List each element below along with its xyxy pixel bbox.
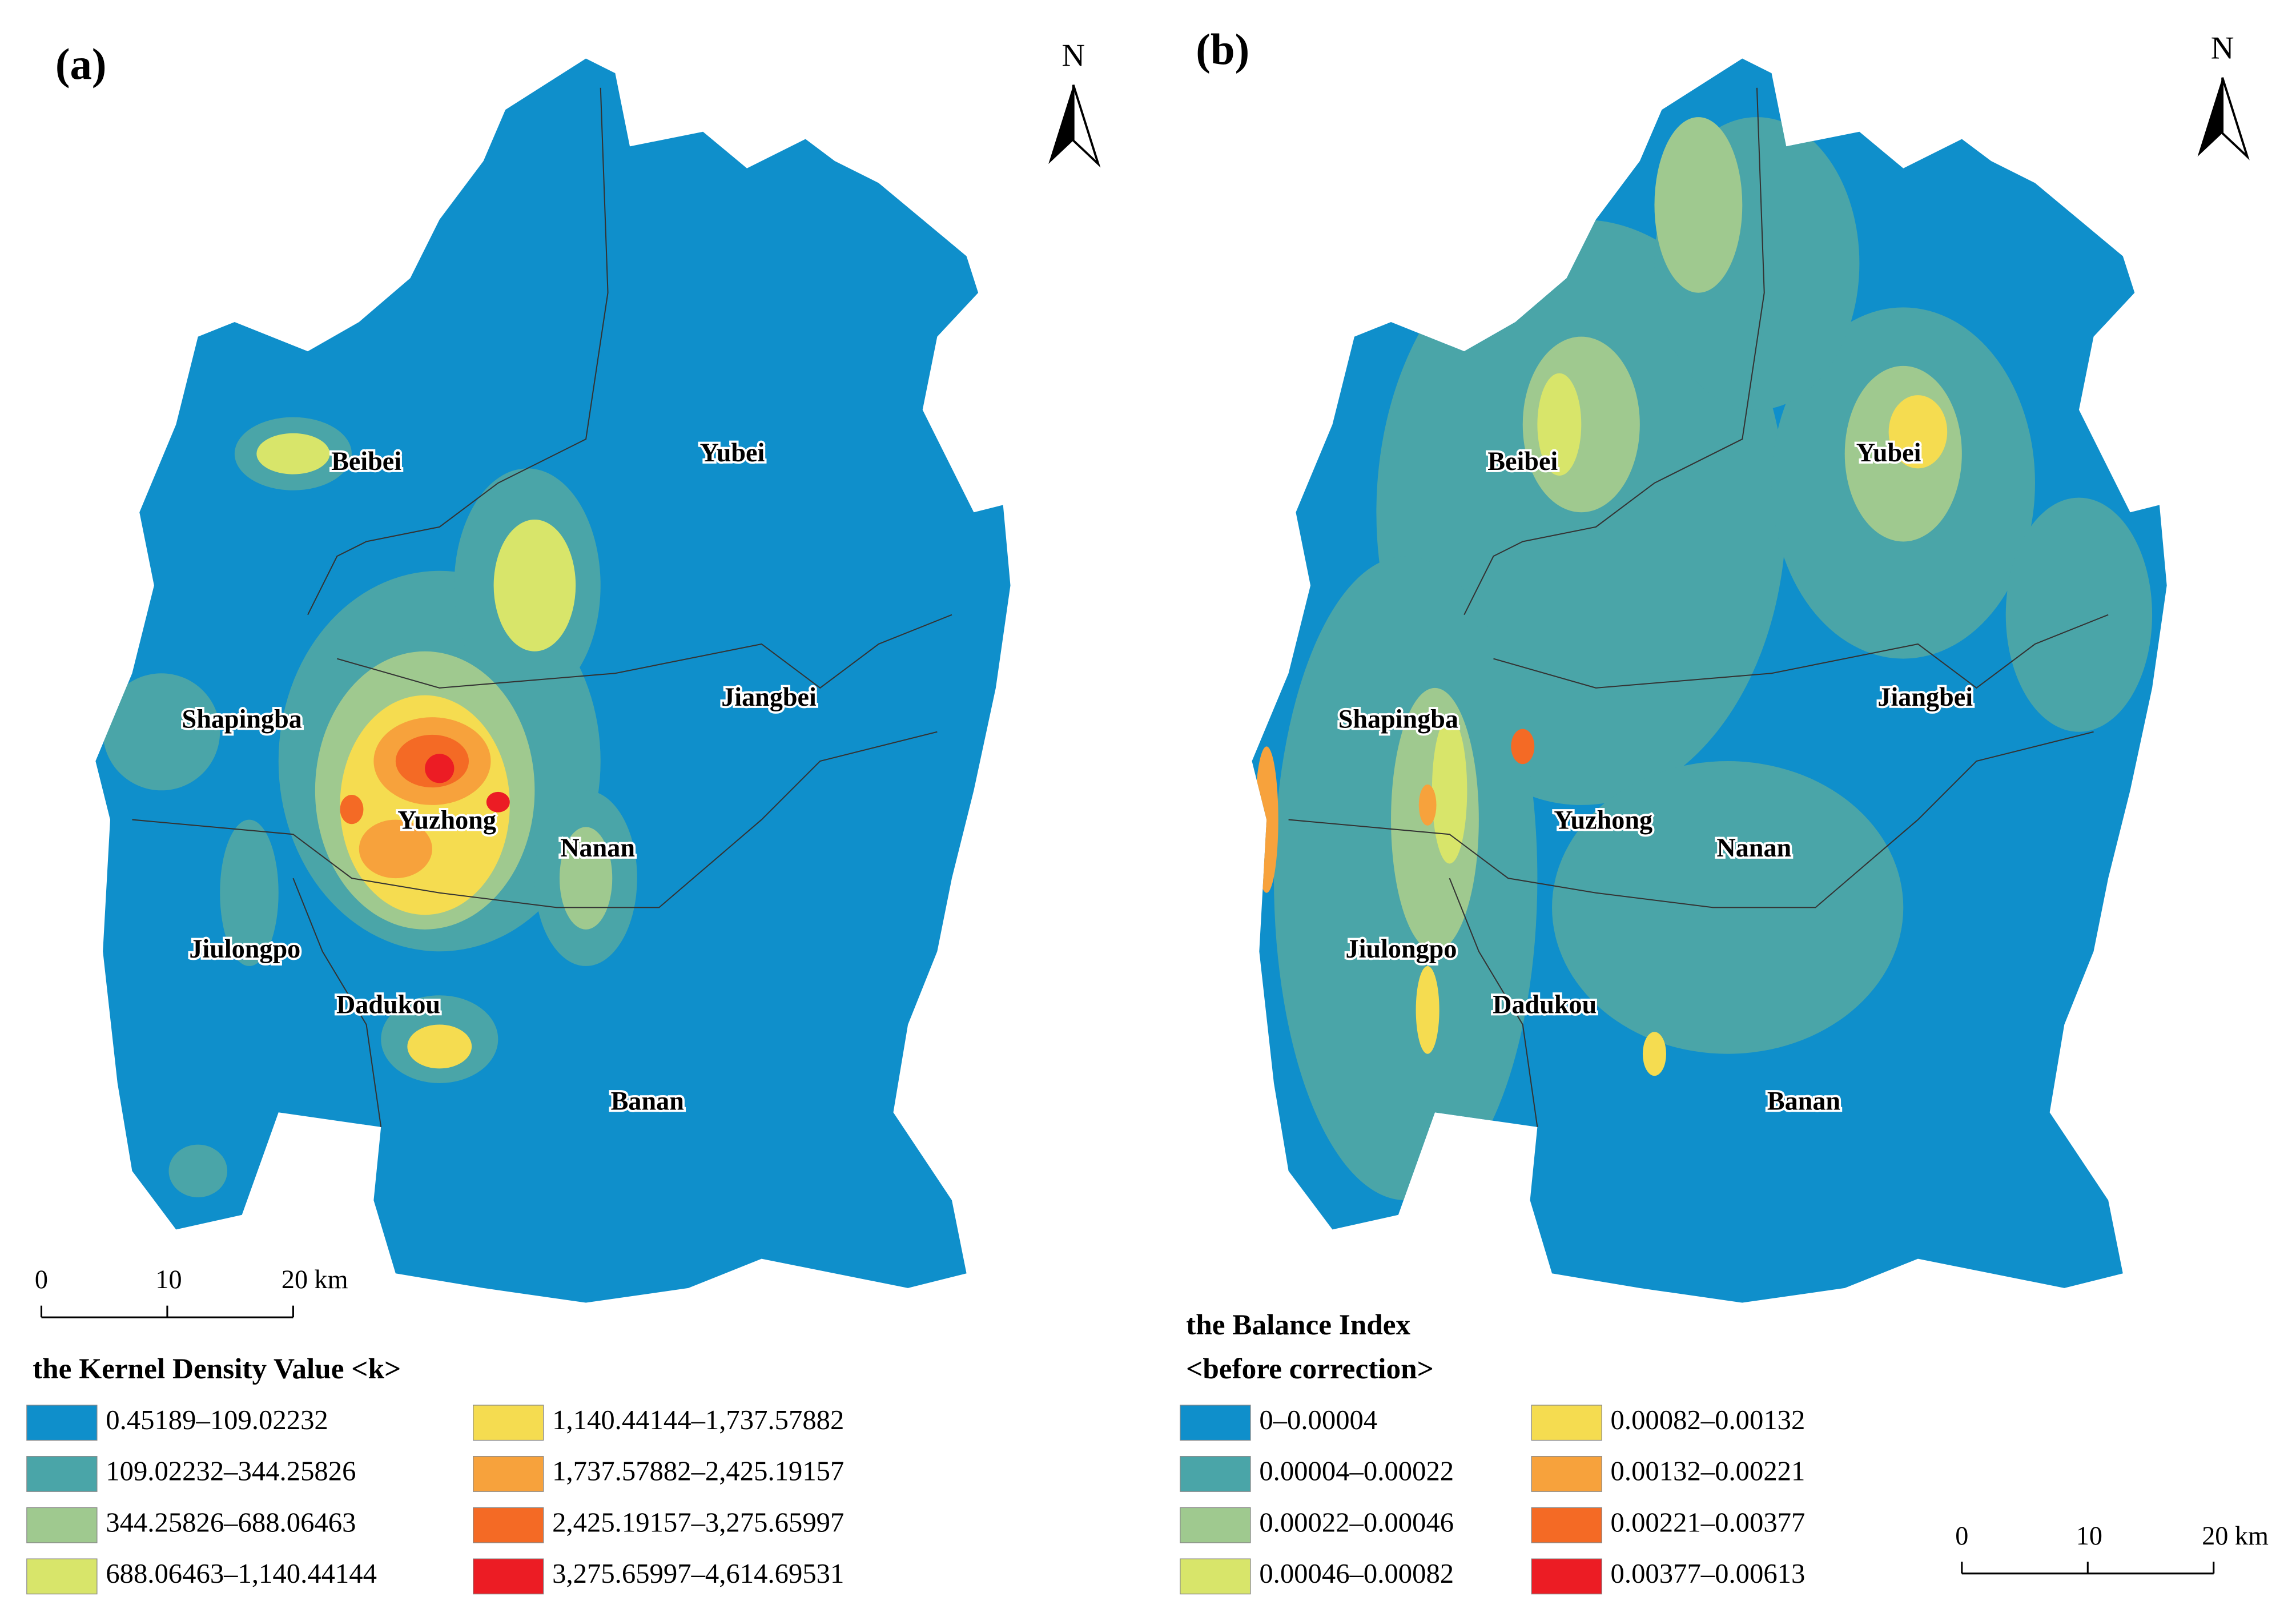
district-boundaries: [132, 87, 952, 1128]
legend-swatch: [473, 1507, 544, 1543]
legend-label: 109.02232–344.25826: [106, 1456, 356, 1487]
district-label: Dadukou: [336, 989, 440, 1019]
district-label: Beibei: [1487, 447, 1558, 476]
district-label: Yuzhong: [397, 805, 496, 834]
legend-title: the Kernel Density Value <k>: [33, 1353, 401, 1385]
legend-label: 0–0.00004: [1259, 1405, 1377, 1435]
legend-label: 0.45189–109.02232: [106, 1405, 328, 1435]
legend-label: 3,275.65997–4,614.69531: [552, 1558, 844, 1589]
legend-title: the Balance Index: [1186, 1309, 1410, 1341]
legend-swatch: [1180, 1558, 1251, 1595]
scale-label: 0: [35, 1265, 48, 1294]
legend-swatch: [26, 1456, 98, 1492]
legend-swatch: [473, 1405, 544, 1441]
north-label: N: [2211, 31, 2234, 66]
district-label: Jiulongpo: [1346, 934, 1457, 963]
legend-swatch: [26, 1558, 98, 1595]
legend-label: 1,140.44144–1,737.57882: [552, 1405, 844, 1435]
legend-label: 0.00004–0.00022: [1259, 1456, 1454, 1487]
legend-swatch: [473, 1558, 544, 1595]
district-label: Nanan: [1716, 833, 1791, 862]
density-surface: [103, 417, 637, 1197]
district-label: Yubei: [700, 438, 765, 467]
district-label: Shapingba: [182, 704, 302, 733]
legend-swatch: [26, 1507, 98, 1543]
district-label: Nanan: [560, 833, 635, 862]
district-label: Jiangbei: [721, 682, 817, 711]
balance-surface: [1254, 117, 2153, 1201]
legend-label: 688.06463–1,140.44144: [106, 1558, 377, 1589]
legend-label: 1,737.57882–2,425.19157: [552, 1456, 844, 1487]
district-label: Shapingba: [1338, 704, 1458, 733]
legend-label: 0.00046–0.00082: [1259, 1558, 1454, 1589]
scale-label: 0: [1955, 1521, 1968, 1550]
legend-swatch: [1531, 1507, 1602, 1543]
district-label: Banan: [1767, 1086, 1840, 1115]
legend-swatch: [1531, 1405, 1602, 1441]
legend-swatch: [1180, 1405, 1251, 1441]
legend-label: 0.00022–0.00046: [1259, 1507, 1454, 1538]
north-arrow: [2221, 77, 2250, 160]
north-label: N: [1061, 38, 1085, 73]
district-label: Jiangbei: [1877, 682, 1973, 711]
north-arrow: [1048, 85, 1073, 164]
legend-swatch: [473, 1456, 544, 1492]
legend-swatch: [1531, 1456, 1602, 1492]
district-label: Banan: [611, 1086, 684, 1115]
scale-label: 10: [155, 1265, 182, 1294]
legend-label: 0.00132–0.00221: [1611, 1456, 1806, 1487]
district-label: Dadukou: [1493, 989, 1597, 1019]
legend-swatch: [1180, 1456, 1251, 1492]
legend-swatch: [1180, 1507, 1251, 1543]
map-a: [95, 58, 1011, 1303]
legend-swatch: [26, 1405, 98, 1441]
map-b: [1252, 58, 2167, 1303]
legend-label: 0.00221–0.00377: [1611, 1507, 1806, 1538]
legend-label: 2,425.19157–3,275.65997: [552, 1507, 844, 1538]
legend-label: 344.25826–688.06463: [106, 1507, 356, 1538]
panel-label: (b): [1196, 25, 1249, 74]
legend-title: <before correction>: [1186, 1353, 1434, 1385]
panel-label: (a): [55, 39, 107, 89]
district-boundaries: [1288, 87, 2109, 1128]
district-label: Yubei: [1856, 438, 1921, 467]
legend-swatch: [1531, 1558, 1602, 1595]
scale-label: 20 km: [282, 1265, 348, 1294]
legend-label: 0.00082–0.00132: [1611, 1405, 1806, 1435]
district-label: Beibei: [331, 447, 401, 476]
north-arrow: [2197, 77, 2223, 157]
legend-label: 0.00377–0.00613: [1611, 1558, 1806, 1589]
scale-label: 20 km: [2202, 1521, 2269, 1550]
district-label: Yuzhong: [1554, 805, 1652, 834]
north-arrow: [1072, 85, 1101, 168]
district-label: Jiulongpo: [189, 934, 300, 963]
scale-label: 10: [2076, 1521, 2102, 1550]
